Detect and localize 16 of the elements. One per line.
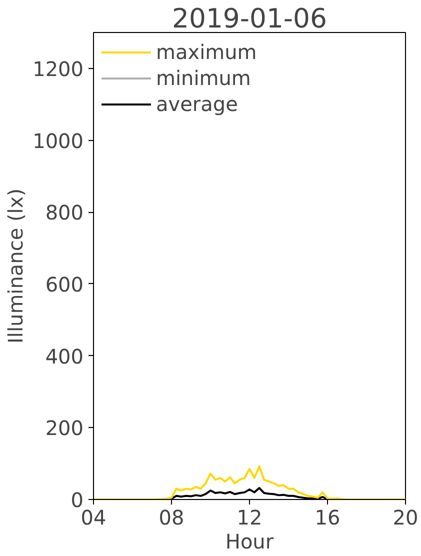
x-tick-label: 16 bbox=[314, 506, 340, 530]
y-tick-label: 400 bbox=[45, 344, 84, 368]
legend-label: average bbox=[156, 92, 238, 116]
chart-title: 2019-01-06 bbox=[172, 4, 327, 34]
y-tick-label: 1000 bbox=[32, 128, 84, 153]
y-tick-label: 200 bbox=[45, 416, 84, 440]
y-axis-title: Illuminance (lx) bbox=[4, 188, 28, 344]
y-tick-label: 600 bbox=[45, 272, 84, 296]
legend-label: minimum bbox=[156, 66, 251, 90]
y-tick-label: 1200 bbox=[32, 56, 84, 81]
legend-label: maximum bbox=[156, 40, 257, 64]
x-tick-label: 08 bbox=[158, 506, 184, 530]
y-tick-label: 800 bbox=[45, 200, 84, 225]
x-tick-label: 12 bbox=[236, 506, 262, 530]
x-tick-label: 20 bbox=[392, 506, 418, 530]
x-axis-title: Hour bbox=[225, 530, 274, 554]
